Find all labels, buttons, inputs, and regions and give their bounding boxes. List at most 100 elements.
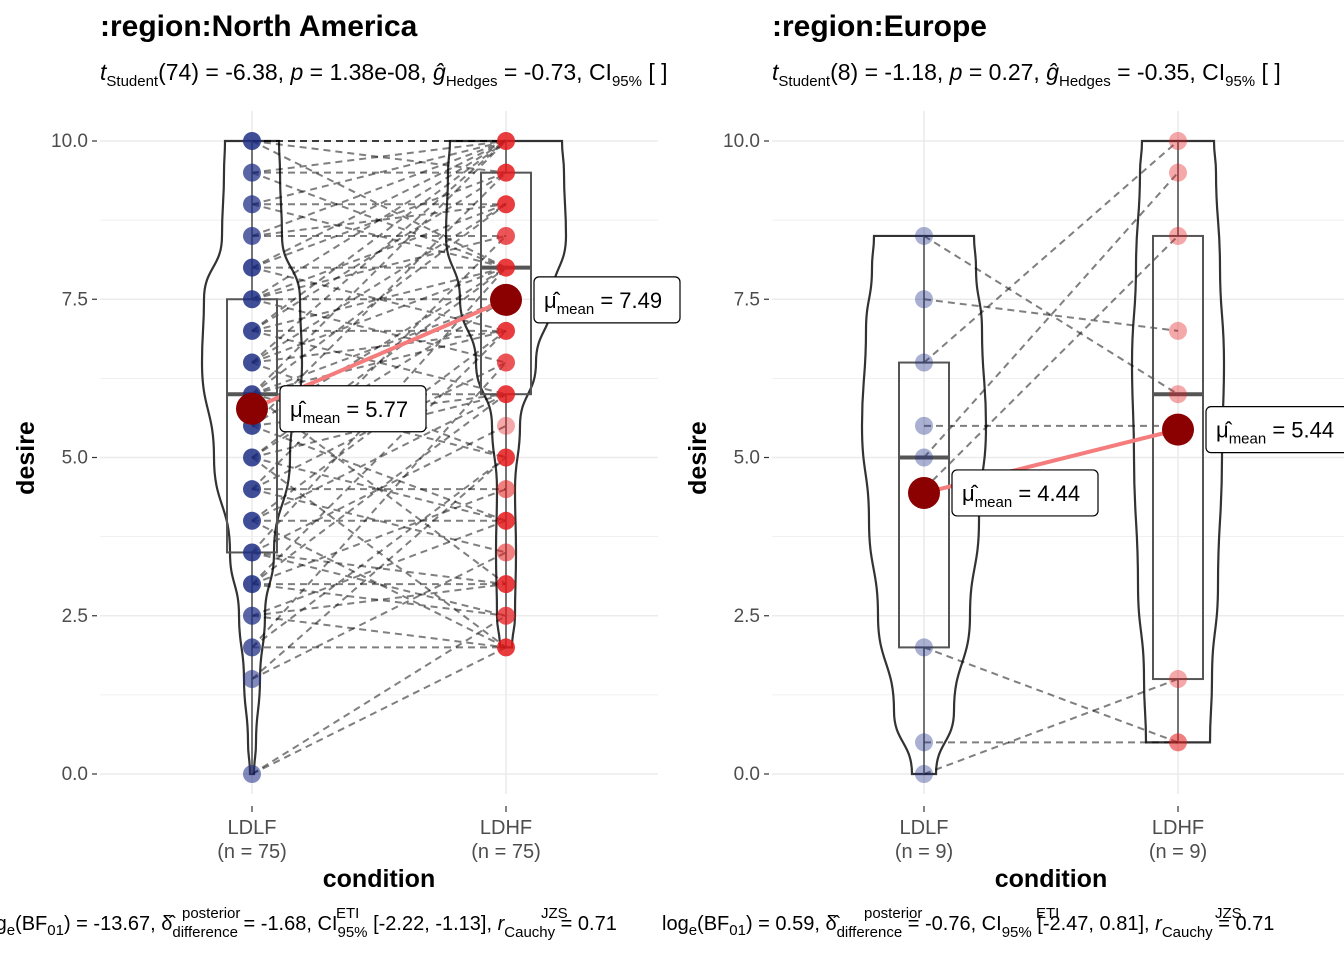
pair-line	[251, 488, 507, 586]
mean-label-text: μ̂mean = 7.49	[544, 288, 662, 318]
mean-label: μ̂mean = 5.77	[279, 385, 427, 433]
pair-line	[251, 646, 507, 775]
x-axis-title: condition	[323, 865, 435, 893]
pair-line	[251, 614, 507, 649]
pair-line	[251, 329, 507, 396]
point-ldhf	[497, 416, 515, 435]
pair-line	[251, 614, 507, 775]
pair-line	[251, 456, 507, 522]
point-ldlf	[243, 543, 261, 562]
pair-line	[251, 393, 507, 459]
x-n-label: (n = 75)	[471, 841, 540, 863]
paired-lines	[251, 140, 507, 775]
point-ldhf	[497, 638, 515, 657]
x-tick-label: LDLF	[900, 817, 949, 839]
y-tick-label: 10.0	[51, 131, 88, 152]
panel-north-america: :region:North America tStudent(74) = -6.3…	[12, 10, 681, 893]
footer-left-stats: loge(BF01) = -13.67, δ̂difference = -1.6…	[0, 913, 617, 941]
point-ldhf	[1169, 670, 1187, 689]
stat-subtitle: tStudent(74) = -6.38, p = 1.38e-08, ĝHed…	[100, 59, 668, 90]
footer-superscript: JZS	[1215, 905, 1242, 922]
pair-line	[251, 456, 507, 680]
pair-line	[251, 171, 507, 269]
gridlines	[100, 111, 658, 794]
pair-line	[251, 140, 507, 174]
stat-subtitle: tStudent(8) = -1.18, p = 0.27, ĝHedges =…	[772, 59, 1281, 90]
point-ldlf	[915, 733, 933, 752]
mean-point-ldhf	[490, 283, 522, 316]
chart-title: :region:Europe	[772, 10, 987, 43]
point-ldhf	[497, 226, 515, 245]
pair-line	[251, 393, 507, 459]
pair-line	[251, 583, 507, 617]
box-ldhf	[1152, 234, 1204, 681]
mean-label: μ̂mean = 4.44	[951, 469, 1099, 517]
data-points	[915, 132, 1187, 783]
x-axis-title: condition	[995, 865, 1107, 893]
point-ldlf	[243, 321, 261, 340]
violin-ldhf	[1130, 139, 1226, 744]
point-ldhf	[497, 480, 515, 499]
point-ldlf	[915, 638, 933, 657]
point-ldlf	[915, 226, 933, 245]
mean-label-box	[279, 385, 427, 433]
point-ldlf	[915, 353, 933, 372]
panel-europe: :region:Europe tStudent(8) = -1.18, p = 0…	[684, 10, 1344, 893]
footer-superscript: JZS	[541, 905, 568, 922]
y-axis-title: desire	[12, 421, 40, 495]
point-ldlf	[243, 195, 261, 214]
point-ldlf	[243, 226, 261, 245]
point-ldhf	[497, 575, 515, 594]
x-tick-label: LDHF	[1152, 817, 1204, 839]
pair-line	[251, 203, 507, 237]
x-n-label: (n = 75)	[217, 841, 286, 863]
mean-label-text: μ̂mean = 4.44	[962, 481, 1080, 511]
mean-point-ldlf	[908, 476, 940, 509]
point-ldlf	[243, 258, 261, 277]
y-tick-label: 7.5	[734, 289, 760, 310]
footer-superscript: ETI	[1036, 905, 1059, 922]
y-tick-label: 2.5	[734, 606, 760, 627]
chart-title: :region:North America	[100, 10, 418, 43]
pair-line	[923, 140, 1179, 364]
x-tick-label: LDLF	[228, 817, 277, 839]
violin-ldlf	[860, 234, 988, 776]
pair-line	[923, 235, 1179, 396]
footer-superscript: ETI	[336, 905, 359, 922]
y-tick-label: 5.0	[62, 448, 88, 469]
y-tick-label: 10.0	[723, 131, 760, 152]
point-ldhf	[497, 385, 515, 404]
point-ldhf	[497, 353, 515, 372]
point-ldlf	[243, 480, 261, 499]
point-ldhf	[497, 606, 515, 625]
point-ldlf	[915, 416, 933, 435]
point-ldlf	[915, 448, 933, 467]
violin-ldlf	[200, 139, 304, 776]
point-ldhf	[1169, 385, 1187, 404]
y-tick-label: 2.5	[62, 606, 88, 627]
point-ldhf	[497, 163, 515, 182]
pair-line	[251, 266, 507, 332]
mean-label: μ̂mean = 5.44	[1205, 406, 1344, 454]
x-n-label: (n = 9)	[895, 841, 953, 863]
point-ldhf	[1169, 132, 1187, 150]
footer-right-stats: loge(BF01) = 0.59, δ̂difference = -0.76,…	[662, 913, 1274, 941]
point-ldhf	[497, 511, 515, 530]
pair-line	[251, 266, 507, 554]
footer-superscript: posterior	[864, 905, 922, 922]
point-ldhf	[497, 132, 515, 150]
mean-label-box	[951, 469, 1099, 517]
point-ldlf	[243, 448, 261, 467]
point-ldhf	[497, 448, 515, 467]
point-ldlf	[243, 575, 261, 594]
pair-line	[923, 171, 1179, 459]
mean-label-text: μ̂mean = 5.44	[1216, 418, 1334, 448]
point-ldhf	[497, 543, 515, 562]
pair-line	[251, 488, 507, 554]
point-ldhf	[1169, 733, 1187, 752]
point-ldlf	[243, 765, 261, 783]
pair-line	[251, 140, 507, 237]
mean-label-box	[1205, 406, 1344, 454]
mean-point-ldlf	[236, 392, 268, 425]
point-ldhf	[1169, 321, 1187, 340]
